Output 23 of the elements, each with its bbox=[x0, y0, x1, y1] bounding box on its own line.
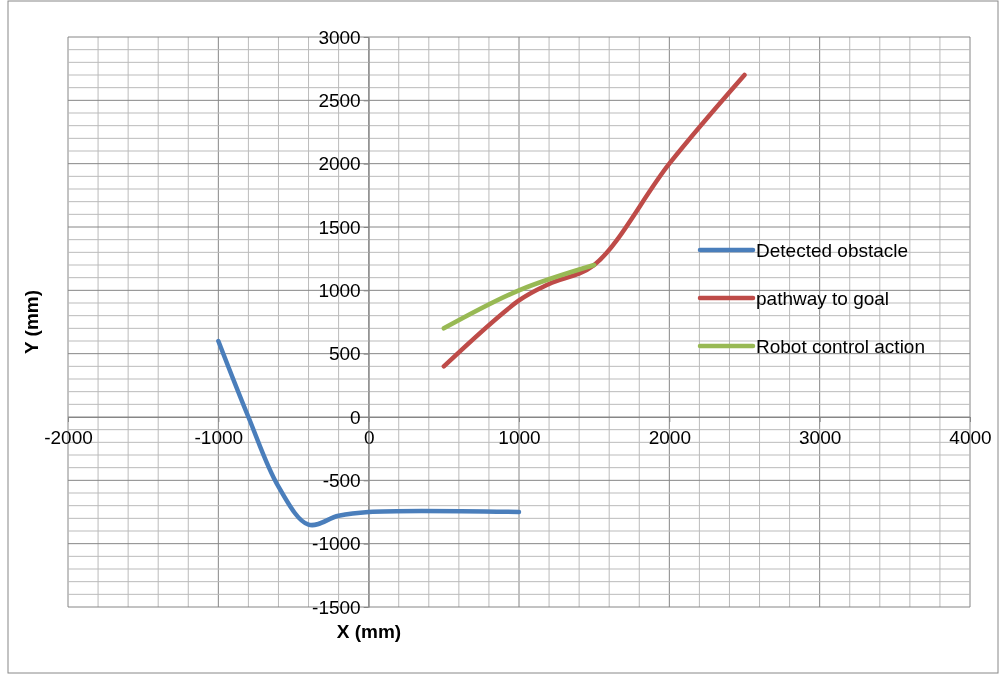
x-tick-label: 0 bbox=[363, 427, 375, 448]
legend-label: pathway to goal bbox=[756, 288, 890, 309]
line-series bbox=[441, 72, 747, 369]
y-tick-label: -1000 bbox=[312, 533, 361, 555]
y-axis-title: Y (mm) bbox=[21, 289, 42, 355]
y-tick-label: 500 bbox=[328, 343, 361, 365]
legend-label: Robot control action bbox=[756, 336, 925, 357]
y-tick-label: 3000 bbox=[318, 26, 361, 48]
x-tick-label: -1000 bbox=[194, 427, 244, 448]
x-axis-title: X (mm) bbox=[336, 621, 402, 642]
x-tick-label: 3000 bbox=[799, 427, 842, 448]
x-tick-label: 1000 bbox=[498, 427, 541, 448]
y-tick-label: 1000 bbox=[318, 279, 361, 301]
x-tick-label: -2000 bbox=[44, 427, 93, 448]
legend-label: Detected obstacle bbox=[756, 240, 909, 261]
y-tick-label: 1500 bbox=[318, 216, 361, 238]
y-tick-label: -500 bbox=[322, 469, 361, 491]
x-tick-label: 2000 bbox=[648, 427, 691, 448]
y-tick-label: -1500 bbox=[312, 596, 361, 618]
y-tick-label: 2500 bbox=[318, 89, 361, 111]
y-tick-label: 0 bbox=[350, 406, 361, 428]
y-tick-label: 2000 bbox=[318, 153, 361, 175]
x-tick-label: 4000 bbox=[949, 427, 992, 448]
